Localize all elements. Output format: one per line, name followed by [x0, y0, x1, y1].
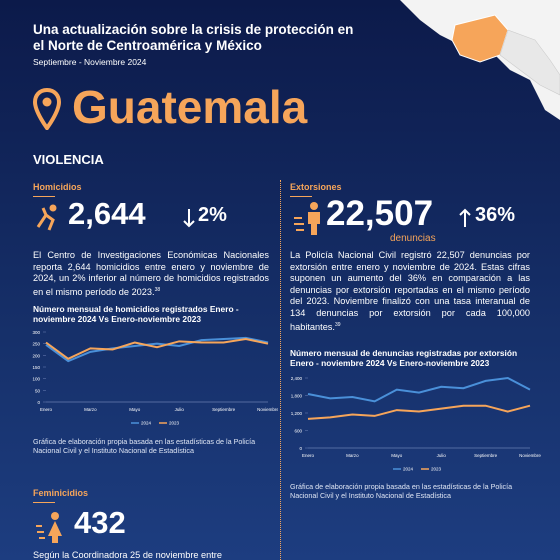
legend-label: 2024	[403, 467, 414, 472]
y-tick-label: 0	[37, 400, 40, 405]
country: Guatemala	[72, 81, 308, 133]
label: Feminicidios	[33, 488, 89, 498]
divider	[280, 180, 281, 560]
paragraph: El Centro de Investigaciones Económicas …	[33, 250, 269, 298]
note: 38	[154, 286, 161, 293]
section: VIOLENCIA	[33, 152, 104, 167]
x-tick-label: Marzo	[346, 453, 359, 458]
x-tick-label: Noviembre	[257, 407, 278, 412]
title: Una actualización sobre la crisis de pro…	[33, 22, 354, 53]
icon	[36, 512, 62, 543]
icon	[294, 202, 320, 235]
y-tick-label: 1,800	[291, 394, 303, 399]
label: Homicidios	[33, 182, 82, 192]
legend-label: 2024	[141, 421, 152, 426]
y-tick-label: 0	[299, 446, 302, 451]
pin-icon	[33, 88, 61, 130]
label: Extorsiones	[290, 182, 342, 192]
change: 2%	[198, 204, 227, 226]
y-tick-label: 600	[294, 429, 302, 434]
x-tick-label: Marzo	[84, 407, 97, 412]
source: Gráfica de elaboración propia basada en …	[290, 482, 513, 500]
paragraph: La Policía Nacional Civil registró 22,50…	[290, 250, 530, 333]
chart: 0 600 1,200 1,800 2,400 Enero Marzo Mayo Julio Se…	[291, 376, 542, 472]
chart-title: Número mensual de denuncias registradas …	[290, 348, 518, 368]
chart-title: Número mensual de homicidios registrados…	[33, 304, 239, 324]
change: 36%	[475, 204, 516, 226]
period: Septiembre - Noviembre 2024	[33, 57, 147, 67]
y-tick-label: 250	[32, 342, 40, 347]
x-tick-label: Noviembre	[519, 453, 541, 458]
y-tick-label: 100	[32, 377, 40, 382]
source: Gráfica de elaboración propia basada en …	[33, 437, 256, 455]
text: El Centro de Investigaciones Económicas …	[33, 250, 269, 297]
y-tick-label: 150	[32, 365, 40, 370]
y-tick-label: 2,400	[291, 376, 303, 381]
series-line	[307, 404, 531, 420]
y-tick-label: 200	[32, 353, 40, 358]
text: La Policía Nacional Civil registró 22,50…	[290, 250, 530, 332]
legend-label: 2023	[169, 421, 180, 426]
number: 432	[74, 505, 126, 540]
chart: 0 50 100 150 200 250 300 Enero Marzo Mayo Julio Sep…	[32, 330, 278, 426]
x-tick-label: Julio	[175, 407, 185, 412]
arrow-up	[459, 208, 471, 227]
series-line	[307, 376, 531, 403]
unit: denuncias	[390, 233, 436, 244]
x-tick-label: Enero	[302, 453, 315, 458]
paragraph: Según la Coordinadora 25 de noviembre en…	[33, 550, 222, 560]
x-tick-label: Septiembre	[212, 407, 236, 412]
legend-label: 2023	[431, 467, 442, 472]
note: 39	[334, 321, 341, 328]
x-tick-label: Julio	[437, 453, 447, 458]
series-line	[45, 337, 269, 360]
y-tick-label: 1,200	[291, 411, 303, 416]
rule	[33, 502, 55, 503]
rule	[290, 196, 312, 197]
y-tick-label: 50	[35, 388, 41, 393]
arrow-down	[183, 209, 195, 228]
x-tick-label: Mayo	[129, 407, 141, 412]
series-line	[45, 336, 269, 363]
x-tick-label: Mayo	[391, 453, 403, 458]
y-tick-label: 300	[32, 330, 40, 335]
x-tick-label: Enero	[40, 407, 53, 412]
rule	[33, 196, 55, 197]
icon	[36, 204, 57, 231]
map	[400, 0, 560, 120]
number: 2,644	[68, 196, 146, 231]
x-tick-label: Septiembre	[474, 453, 498, 458]
number: 22,507	[326, 194, 434, 233]
